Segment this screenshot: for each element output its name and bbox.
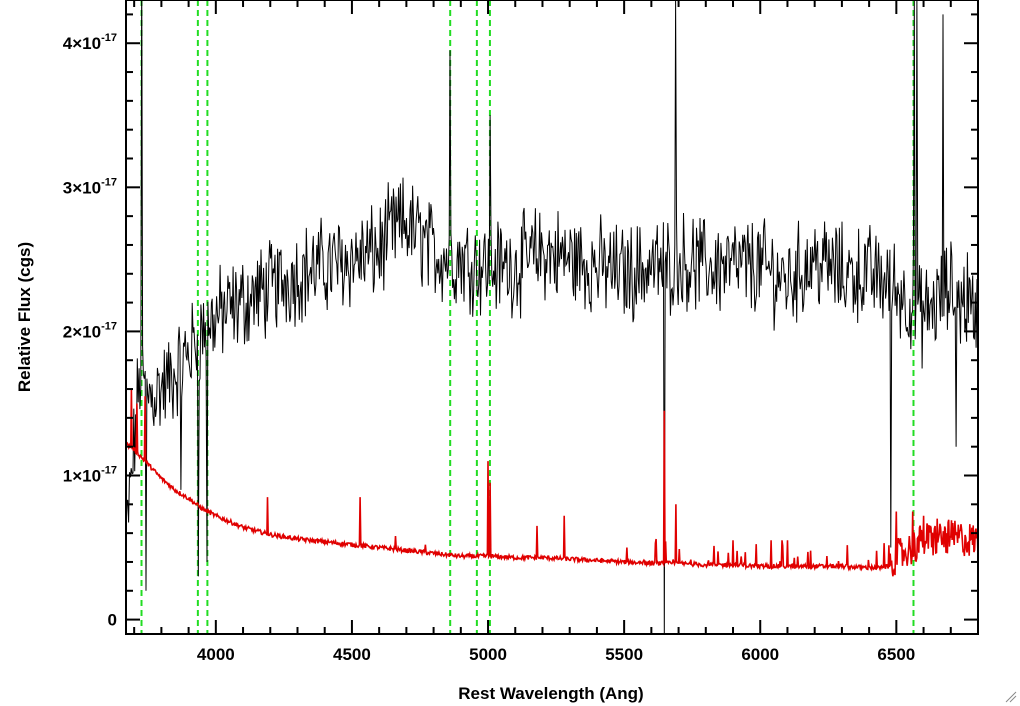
x-tick-label: 5000 xyxy=(469,645,507,664)
y-tick-label: 4×10-17 xyxy=(63,32,117,53)
y-tick-label: 0 xyxy=(108,611,117,630)
y-tick-label: 1×10-17 xyxy=(63,465,117,486)
y-tick-label: 3×10-17 xyxy=(63,176,117,197)
x-tick-label: 4500 xyxy=(333,645,371,664)
plot-area xyxy=(126,0,978,634)
y-tick-label: 2×10-17 xyxy=(63,320,117,341)
x-tick-label: 5500 xyxy=(605,645,643,664)
plot-frame xyxy=(125,0,979,635)
axis-ticks xyxy=(126,0,979,634)
x-axis-title: Rest Wavelength (Ang) xyxy=(458,684,643,703)
resize-grip-icon[interactable] xyxy=(1005,691,1017,703)
model-spectrum xyxy=(126,388,978,577)
x-tick-label: 6500 xyxy=(877,645,915,664)
model-spectrum-line xyxy=(126,388,978,577)
observed-spectrum xyxy=(126,0,978,634)
y-axis-title: Relative Flux (cgs) xyxy=(15,242,34,392)
x-tick-label: 4000 xyxy=(197,645,235,664)
x-tick-label: 6000 xyxy=(741,645,779,664)
tick-labels: 4000 4500 5000 5500 6000 6500 0 1×10-17 2×10-17 3… xyxy=(63,32,915,664)
observed-spectrum-line xyxy=(126,0,978,634)
